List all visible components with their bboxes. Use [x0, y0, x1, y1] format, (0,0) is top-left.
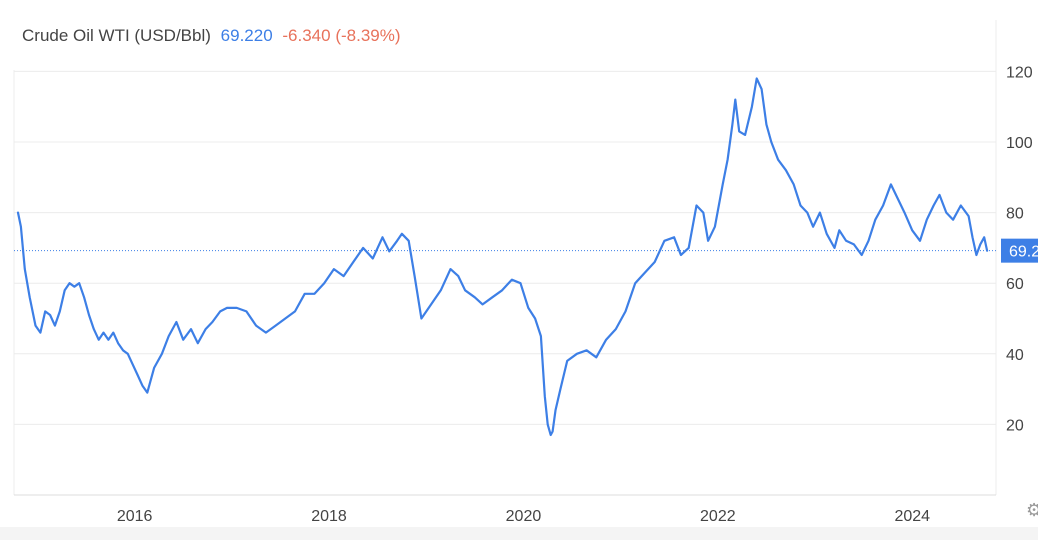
- gear-icon[interactable]: ⚙: [1026, 500, 1038, 520]
- x-tick-label: 2016: [117, 508, 153, 525]
- y-tick-label: 80: [1006, 206, 1024, 223]
- x-tick-label: 2024: [894, 508, 930, 525]
- x-tick-label: 2022: [700, 508, 736, 525]
- instrument-name: Crude Oil WTI (USD/Bbl): [22, 26, 211, 45]
- x-tick-label: 2020: [506, 508, 542, 525]
- y-tick-label: 120: [1006, 64, 1033, 81]
- y-tick-label: 60: [1006, 276, 1024, 293]
- x-tick-label: 2018: [311, 508, 347, 525]
- last-price: 69.220: [220, 26, 273, 45]
- last-value-label: 69.2: [1009, 244, 1038, 261]
- last-value-badge: [1001, 238, 1038, 263]
- price-change: -6.340 (-8.39%): [282, 26, 401, 45]
- price-series-line: [16, 77, 989, 437]
- y-tick-label: 40: [1006, 347, 1024, 364]
- bottom-strip: [0, 527, 1038, 540]
- y-tick-label: 20: [1006, 417, 1024, 434]
- chart-header: Crude Oil WTI (USD/Bbl) 69.220 -6.340 (-…: [22, 26, 406, 46]
- y-tick-label: 100: [1006, 135, 1033, 152]
